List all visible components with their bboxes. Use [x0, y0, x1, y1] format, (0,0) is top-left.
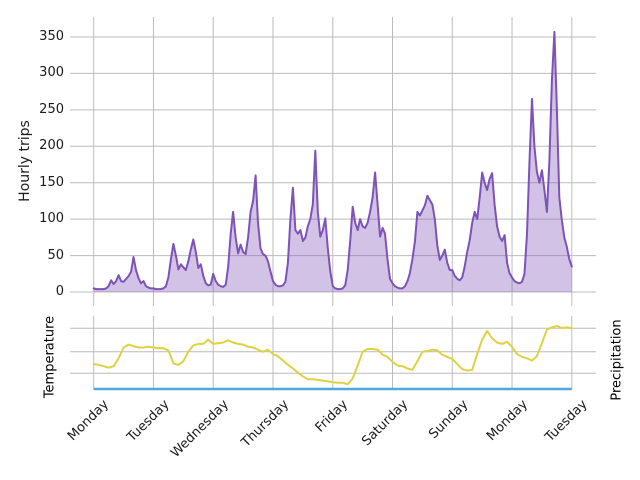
y-tick-label: 200: [39, 138, 64, 154]
y-tick-label: 100: [39, 211, 64, 227]
y-tick-label: 300: [39, 65, 64, 81]
y-tick-label: 250: [39, 101, 64, 117]
y-tick-label: 150: [39, 174, 64, 190]
y-tick-label: 350: [39, 29, 64, 44]
y-tick-label: 0: [55, 284, 64, 299]
hourly-trips-axis-label: Hourly trips: [17, 120, 33, 202]
precipitation-axis-label: Precipitation: [609, 319, 625, 401]
temperature-axis-label: Temperature: [42, 315, 58, 399]
y-tick-label: 50: [47, 247, 64, 263]
